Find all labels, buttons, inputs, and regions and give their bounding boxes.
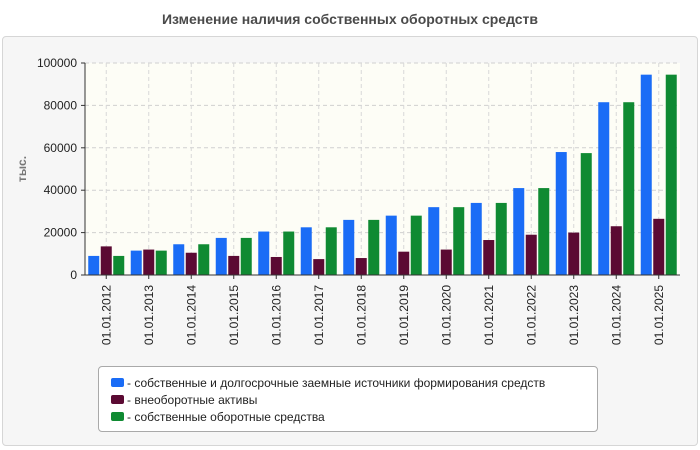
y-tick-label: 0 (70, 268, 77, 282)
bar-3 (240, 237, 252, 275)
bar-2 (270, 256, 282, 275)
bar-2 (313, 259, 325, 275)
bar-3 (495, 202, 507, 275)
bar-1 (555, 152, 567, 275)
bar-2 (398, 251, 410, 275)
bar-2 (568, 232, 580, 275)
bar-3 (580, 153, 592, 275)
bar-3 (113, 255, 125, 275)
x-tick-label: 01.01.2022 (524, 285, 538, 345)
legend-swatch (111, 378, 124, 387)
bar-1 (640, 74, 652, 275)
legend-label: - собственные и долгосрочные заемные ист… (127, 375, 546, 390)
bar-3 (283, 231, 295, 275)
bar-1 (130, 250, 142, 275)
y-tick-label: 20000 (44, 226, 78, 240)
x-tick-label: 01.01.2012 (99, 285, 113, 345)
bar-1 (173, 244, 185, 275)
x-tick-label: 01.01.2024 (609, 285, 623, 345)
x-tick-label: 01.01.2015 (227, 285, 241, 345)
x-tick-label: 01.01.2014 (184, 285, 198, 345)
x-tick-label: 01.01.2016 (269, 285, 283, 345)
bar-3 (325, 227, 337, 275)
x-tick-label: 01.01.2023 (567, 285, 581, 345)
legend-label: - внеоборотные активы (127, 392, 258, 407)
bar-2 (440, 249, 452, 275)
bar-3 (368, 219, 380, 275)
bar-1 (513, 188, 525, 275)
bar-1 (470, 202, 482, 275)
legend-item: - внеоборотные активы (111, 391, 597, 408)
bar-1 (598, 102, 610, 275)
x-tick-label: 01.01.2020 (439, 285, 453, 345)
bar-3 (623, 102, 635, 275)
bar-1 (428, 207, 440, 275)
bar-2 (483, 240, 495, 275)
legend-item: - собственные оборотные средства (111, 408, 597, 425)
bar-1 (385, 215, 397, 275)
bar-2 (355, 258, 367, 275)
y-tick-label: 100000 (37, 56, 77, 70)
bar-1 (343, 219, 355, 275)
bar-1 (88, 255, 100, 275)
bar-2 (228, 255, 240, 275)
legend-swatch (111, 395, 124, 404)
chart-legend: - собственные и долгосрочные заемные ист… (98, 366, 598, 432)
bar-3 (155, 250, 167, 275)
x-tick-label: 01.01.2021 (482, 285, 496, 345)
y-tick-label: 40000 (44, 183, 78, 197)
bar-3 (538, 188, 550, 275)
bar-1 (300, 227, 312, 275)
x-tick-label: 01.01.2017 (312, 285, 326, 345)
bar-3 (198, 244, 210, 275)
x-tick-label: 01.01.2018 (354, 285, 368, 345)
y-tick-label: 60000 (44, 141, 78, 155)
x-tick-label: 01.01.2013 (142, 285, 156, 345)
bar-2 (525, 234, 537, 275)
bar-2 (653, 218, 665, 275)
bar-2 (610, 226, 622, 275)
y-axis-label: тыс. (15, 156, 29, 182)
legend-item: - собственные и долгосрочные заемные ист… (111, 374, 597, 391)
x-tick-label: 01.01.2019 (397, 285, 411, 345)
bar-1 (215, 237, 227, 275)
bar-2 (143, 249, 155, 275)
legend-swatch (111, 412, 124, 421)
bar-1 (258, 231, 270, 275)
chart-title: Изменение наличия собственных оборотных … (161, 11, 539, 27)
bar-3 (453, 207, 465, 275)
bar-3 (665, 74, 677, 275)
y-tick-label: 80000 (44, 98, 78, 112)
x-tick-label: 01.01.2025 (652, 285, 666, 345)
legend-label: - собственные оборотные средства (127, 409, 325, 424)
bar-2 (100, 246, 112, 275)
bar-3 (410, 215, 422, 275)
bar-2 (185, 252, 197, 275)
